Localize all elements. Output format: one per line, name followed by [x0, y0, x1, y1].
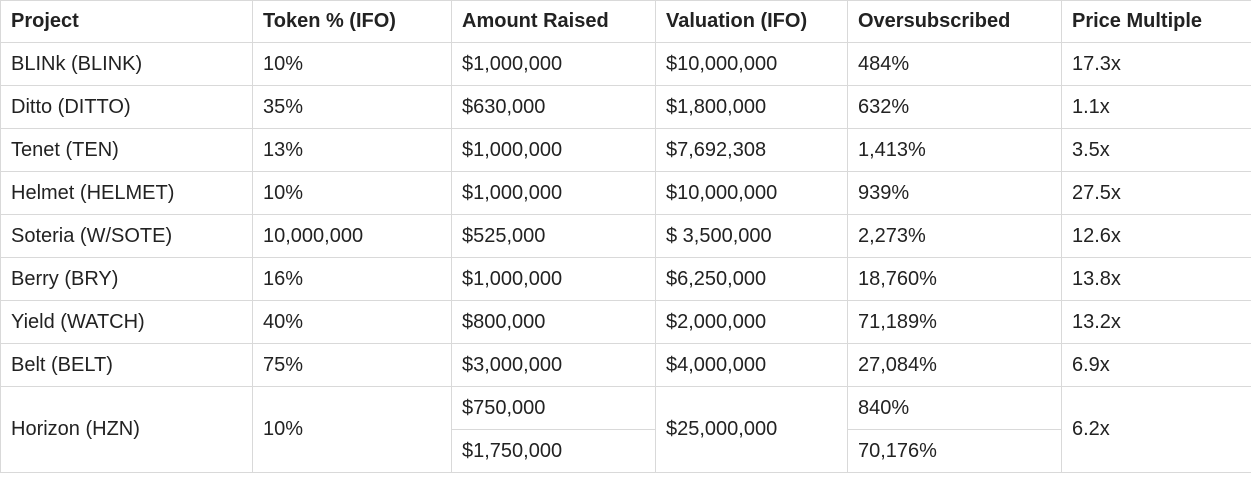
table-row: Tenet (TEN) 13% $1,000,000 $7,692,308 1,413%…: [0, 128, 1251, 172]
cell-token-percent: 75%: [252, 343, 452, 387]
table-row: Belt (BELT) 75% $3,000,000 $4,000,000 27,084…: [0, 343, 1251, 387]
table-row-horizon: Horizon (HZN) 10% $750,000 $25,000,000 8…: [0, 386, 1251, 473]
cell-amount-raised: $750,000: [451, 386, 656, 430]
cell-oversubscribed: 939%: [847, 171, 1062, 215]
cell-price-multiple: 13.2x: [1061, 300, 1251, 344]
cell-oversubscribed: 18,760%: [847, 257, 1062, 301]
cell-price-multiple: 6.9x: [1061, 343, 1251, 387]
cell-valuation: $2,000,000: [655, 300, 848, 344]
table-row: Ditto (DITTO) 35% $630,000 $1,800,000 632% 1.…: [0, 85, 1251, 129]
cell-price-multiple: 3.5x: [1061, 128, 1251, 172]
cell-project: Ditto (DITTO): [0, 85, 253, 129]
cell-amount-raised: $525,000: [451, 214, 656, 258]
cell-project: Yield (WATCH): [0, 300, 253, 344]
cell-project: Helmet (HELMET): [0, 171, 253, 215]
cell-project: Berry (BRY): [0, 257, 253, 301]
cell-oversubscribed: 484%: [847, 42, 1062, 86]
cell-valuation: $1,800,000: [655, 85, 848, 129]
cell-amount-raised: $800,000: [451, 300, 656, 344]
table-row: Soteria (W/SOTE) 10,000,000 $525,000 $ 3,50…: [0, 214, 1251, 258]
cell-valuation: $25,000,000: [655, 386, 848, 473]
cell-oversubscribed: 2,273%: [847, 214, 1062, 258]
cell-price-multiple: 6.2x: [1061, 386, 1251, 473]
cell-oversubscribed: 840%: [847, 386, 1062, 430]
cell-valuation: $10,000,000: [655, 171, 848, 215]
cell-valuation: $7,692,308: [655, 128, 848, 172]
cell-price-multiple: 13.8x: [1061, 257, 1251, 301]
cell-amount-raised: $1,000,000: [451, 42, 656, 86]
cell-project: BLINk (BLINK): [0, 42, 253, 86]
cell-oversubscribed: 27,084%: [847, 343, 1062, 387]
cell-token-percent: 10%: [252, 386, 452, 473]
header-oversubscribed: Oversubscribed: [847, 0, 1062, 43]
table-row: Yield (WATCH) 40% $800,000 $2,000,000 71,189…: [0, 300, 1251, 344]
cell-token-percent: 35%: [252, 85, 452, 129]
cell-oversubscribed: 632%: [847, 85, 1062, 129]
cell-project: Tenet (TEN): [0, 128, 253, 172]
cell-token-percent: 13%: [252, 128, 452, 172]
header-price-multiple: Price Multiple: [1061, 0, 1251, 43]
cell-amount-raised: $630,000: [451, 85, 656, 129]
header-valuation: Valuation (IFO): [655, 0, 848, 43]
cell-price-multiple: 1.1x: [1061, 85, 1251, 129]
cell-amount-raised: $3,000,000: [451, 343, 656, 387]
header-token-percent: Token % (IFO): [252, 0, 452, 43]
cell-amount-raised: $1,750,000: [451, 429, 656, 473]
cell-project: Belt (BELT): [0, 343, 253, 387]
cell-amount-raised: $1,000,000: [451, 171, 656, 215]
cell-oversubscribed: 70,176%: [847, 429, 1062, 473]
cell-token-percent: 10,000,000: [252, 214, 452, 258]
cell-token-percent: 16%: [252, 257, 452, 301]
cell-valuation: $ 3,500,000: [655, 214, 848, 258]
cell-valuation: $4,000,000: [655, 343, 848, 387]
cell-amount-raised: $1,000,000: [451, 128, 656, 172]
cell-price-multiple: 27.5x: [1061, 171, 1251, 215]
cell-token-percent: 10%: [252, 42, 452, 86]
table-row: Helmet (HELMET) 10% $1,000,000 $10,000,000 9…: [0, 171, 1251, 215]
table-row: BLINk (BLINK) 10% $1,000,000 $10,000,000 484…: [0, 42, 1251, 86]
header-row: Project Token % (IFO) Amount Raised Valu…: [0, 0, 1251, 43]
table-row-horizon-sub: $1,750,000 70,176%: [1, 429, 1251, 473]
cell-valuation: $6,250,000: [655, 257, 848, 301]
cell-price-multiple: 12.6x: [1061, 214, 1251, 258]
header-project: Project: [0, 0, 253, 43]
header-amount-raised: Amount Raised: [451, 0, 656, 43]
cell-amount-raised: $1,000,000: [451, 257, 656, 301]
cell-valuation: $10,000,000: [655, 42, 848, 86]
cell-price-multiple: 17.3x: [1061, 42, 1251, 86]
cell-token-percent: 40%: [252, 300, 452, 344]
cell-project: Horizon (HZN): [0, 386, 253, 473]
cell-project: Soteria (W/SOTE): [0, 214, 253, 258]
table-row: Berry (BRY) 16% $1,000,000 $6,250,000 18,760…: [0, 257, 1251, 301]
cell-oversubscribed: 71,189%: [847, 300, 1062, 344]
cell-oversubscribed: 1,413%: [847, 128, 1062, 172]
cell-token-percent: 10%: [252, 171, 452, 215]
